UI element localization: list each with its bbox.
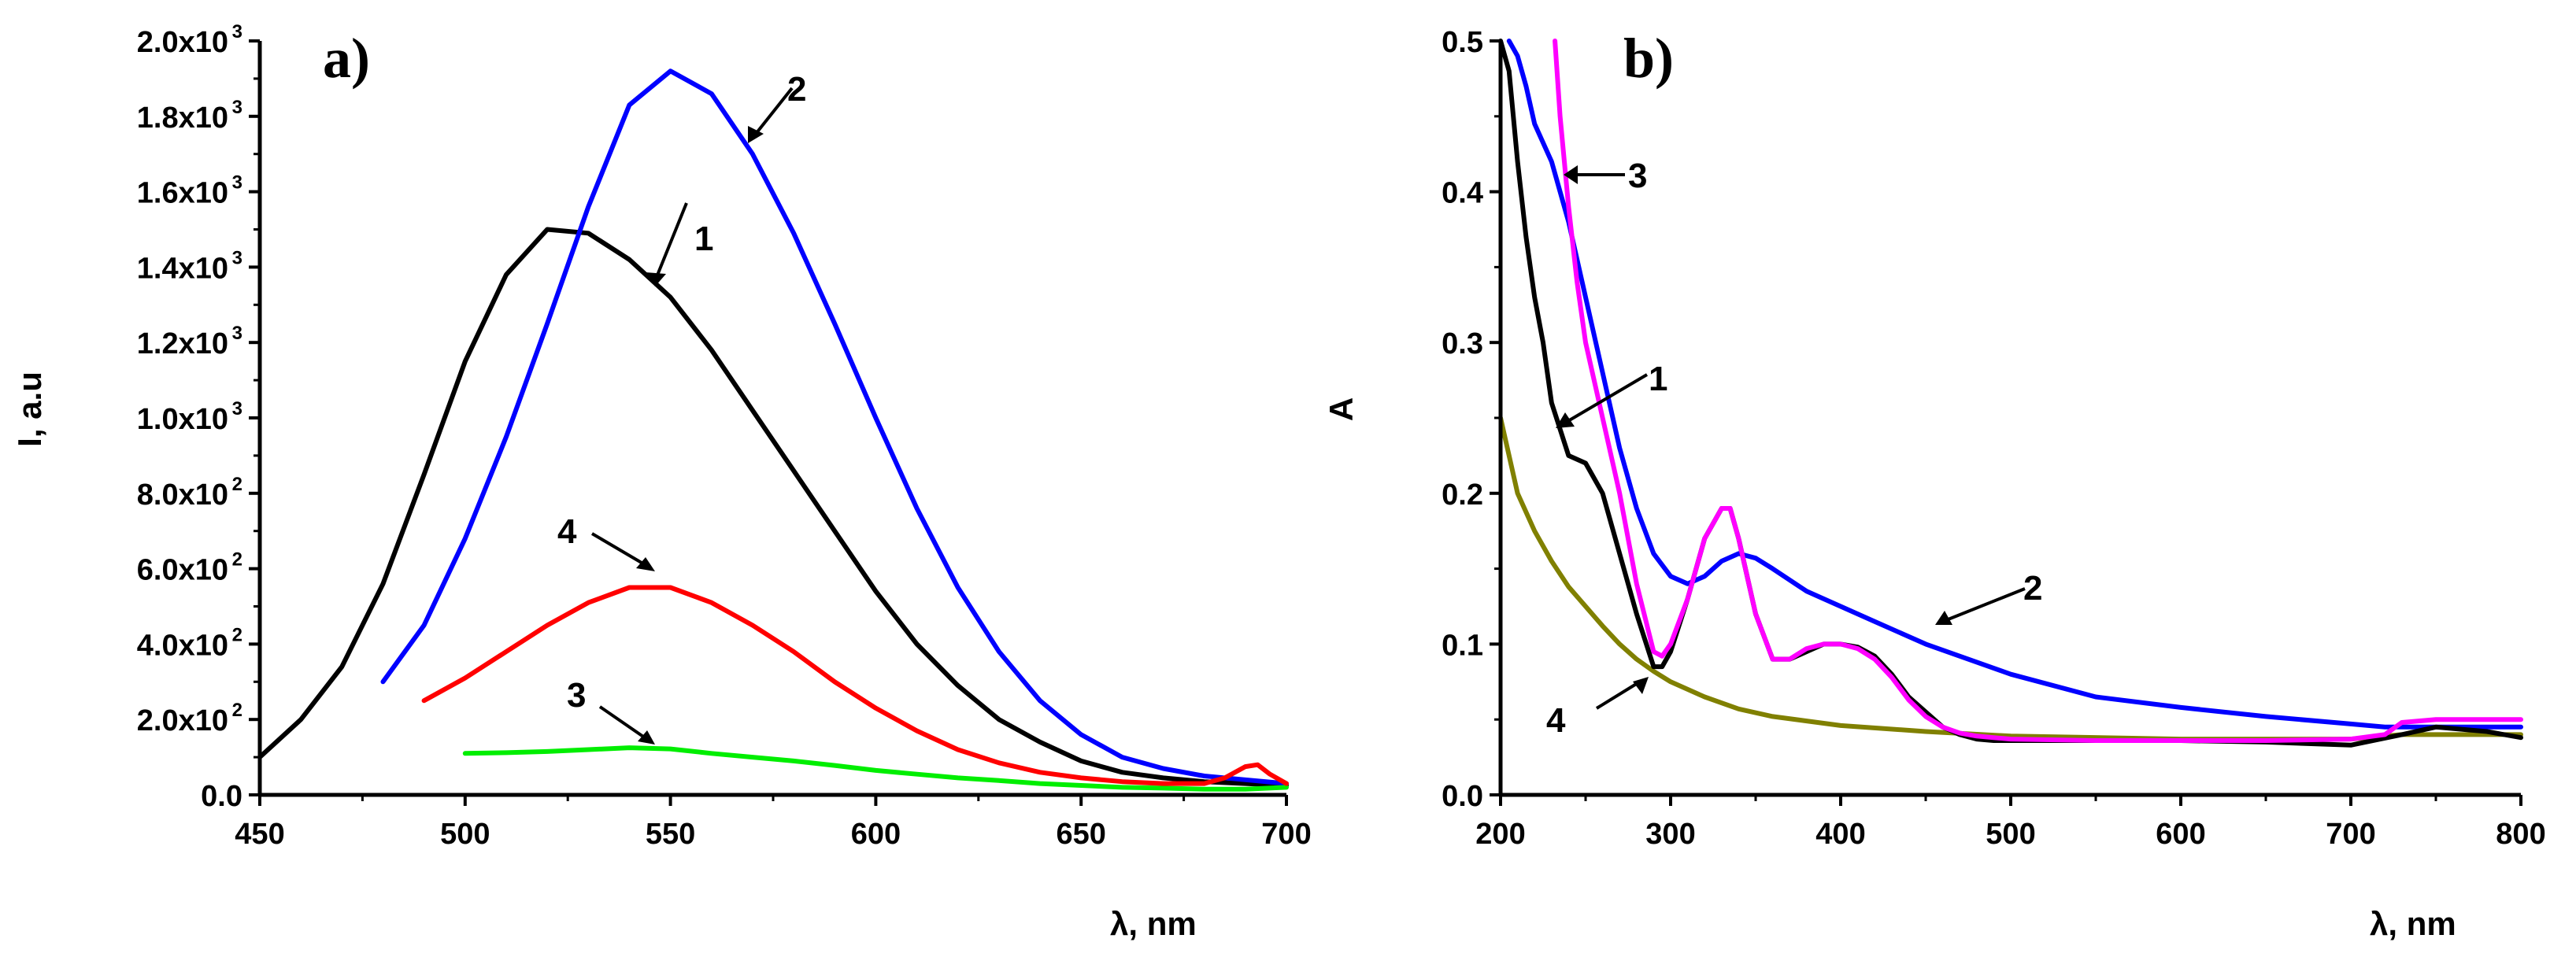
annotation-a4-arrow (590, 532, 647, 567)
panel-b-series-4 (1498, 416, 2523, 742)
panel-b-xtick-label: 300 (1645, 818, 1695, 851)
annotation-b2-arrowhead (1935, 611, 1952, 625)
panel-a-xtick-label: 500 (440, 818, 490, 851)
panel-a-ytick-exponent: 3 (232, 247, 242, 268)
panel-a-series-3 (462, 745, 1289, 792)
panel-b-xtick-label: 800 (2496, 818, 2545, 851)
panel-a-ytick-label: 8.0x10 (137, 479, 228, 512)
annotation-a2-arrowhead (748, 126, 764, 143)
panel-a-xtick-label: 450 (235, 818, 284, 851)
panel-b-series (1498, 39, 2523, 748)
annotation-b3: 3 (1628, 157, 1647, 195)
panel-a-series-1 (257, 227, 1289, 788)
panel-b-axes (1498, 41, 2521, 797)
panel-a-ytick-exponent: 2 (232, 549, 242, 571)
panel-a-ytick-label: 6.0x10 (137, 554, 228, 587)
annotation-b4-arrow (1595, 682, 1639, 710)
annotation-a4: 4 (557, 512, 577, 551)
panel-a-ytick-label: 1.8x10 (137, 102, 228, 135)
annotation-b4: 4 (1546, 701, 1566, 740)
annotation-a1-arrowhead (646, 272, 666, 286)
panel-a-ytick-exponent: 2 (232, 624, 242, 645)
panel-a-ytick-label: 1.2x10 (137, 327, 228, 360)
annotation-b3-arrowhead (1564, 165, 1578, 184)
panel-b: 200 300 400 500 600 700 8000.00.10.20.30.40.5 … (1323, 26, 2546, 942)
panel-b-ticks: 200 300 400 500 600 700 800 0.0 0.1 0.2 0.3 0.4 0.5 (1442, 26, 2546, 851)
panel-a-ytick-exponent: 3 (232, 21, 242, 42)
panel-a-ylabel: I, a.u (11, 371, 48, 447)
panel-b-ytick-label: 0.3 (1442, 327, 1483, 360)
panel-b-series-3 (1553, 39, 2523, 743)
panel-b-ytick-label: 0.5 (1442, 26, 1483, 59)
panel-a-ytick-exponent: 2 (232, 474, 242, 495)
panel-b-xtick-label: 500 (1986, 818, 2035, 851)
annotation-b2: 2 (2023, 569, 2042, 608)
panel-b-xlabel: λ, nm (2370, 905, 2456, 942)
panel-b-ytick-label: 0.0 (1442, 780, 1483, 813)
panel-b-ytick-label: 0.4 (1442, 177, 1483, 210)
panel-a-ytick-exponent: 3 (232, 323, 242, 344)
panel-b-xtick-label: 200 (1475, 818, 1525, 851)
annotation-b2-arrow (1945, 587, 2026, 622)
panel-b-xtick-label: 700 (2326, 818, 2375, 851)
annotation-a4-arrowhead (636, 557, 655, 571)
annotation-a3-arrow (598, 705, 647, 740)
panel-a-axes (257, 41, 1286, 797)
annotation-b4-arrowhead (1633, 677, 1649, 694)
panel-a-xtick-label: 600 (851, 818, 901, 851)
panel-a-ytick-label: 2.0x10 (137, 26, 228, 59)
panel-a-ytick-exponent: 3 (232, 97, 242, 118)
annotation-b1-arrowhead (1556, 412, 1575, 428)
panel-a-ytick-label: 1.6x10 (137, 177, 228, 210)
panel-a-ytick-label: 2.0x10 (137, 704, 228, 737)
annotation-b1-arrow (1565, 373, 1649, 423)
panel-a-ytick-label: 4.0x10 (137, 629, 228, 662)
panel-a-label: a) (323, 27, 370, 90)
annotation-a2: 2 (787, 70, 806, 109)
panel-a-xtick-label: 550 (646, 818, 695, 851)
panel-a-ytick-exponent: 2 (232, 700, 242, 721)
panel-b-label: b) (1623, 27, 1674, 90)
panel-b-ytick-label: 0.1 (1442, 629, 1483, 662)
annotation-a3: 3 (567, 676, 586, 715)
annotation-a3-arrowhead (638, 730, 655, 745)
panel-a-ytick-label: 1.4x10 (137, 252, 228, 285)
annotation-a1-arrow (655, 202, 688, 278)
panel-a-xlabel: λ, nm (1110, 905, 1197, 942)
panel-b-ytick-label: 0.2 (1442, 479, 1483, 512)
panel-b-xtick-label: 600 (2156, 818, 2205, 851)
panel-a-ytick-exponent: 3 (232, 398, 242, 419)
annotation-a2-arrow (754, 87, 794, 135)
annotation-a1: 1 (694, 220, 713, 258)
panel-b-ylabel: A (1323, 397, 1360, 421)
panel-a-series-2 (380, 68, 1289, 786)
panel-a-ytick-label: 0.0 (201, 780, 242, 813)
panel-a-series-4 (421, 585, 1289, 786)
panel-a-xtick-label: 650 (1056, 818, 1105, 851)
panel-a-ytick-exponent: 3 (232, 172, 242, 194)
annotation-b1: 1 (1649, 360, 1667, 398)
panel-b-xtick-label: 400 (1815, 818, 1865, 851)
panel-a-series (257, 68, 1289, 792)
panel-a-ytick-label: 1.0x10 (137, 403, 228, 436)
panel-a-xtick-label: 700 (1261, 818, 1311, 851)
